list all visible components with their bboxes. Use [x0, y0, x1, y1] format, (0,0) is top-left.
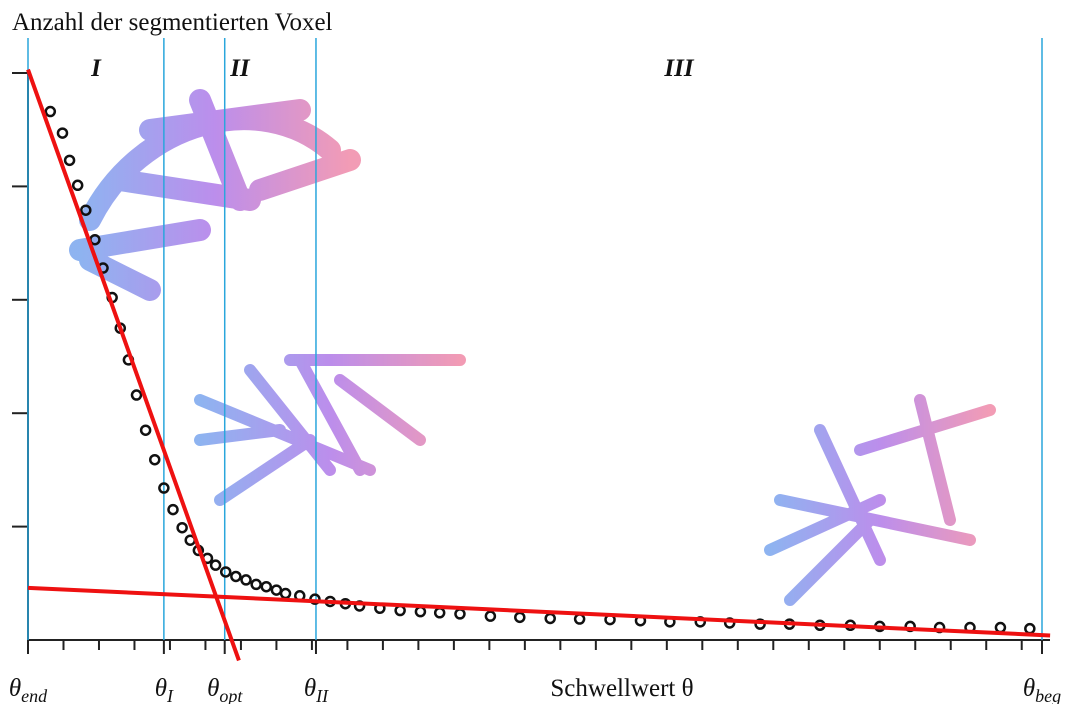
x-tick-label: θend [9, 675, 48, 704]
data-point [723, 617, 736, 629]
theta: θ [207, 675, 219, 702]
subscript: opt [219, 686, 243, 704]
region-label: II [229, 55, 251, 82]
x-tick-label: θopt [207, 675, 243, 704]
data-point [484, 610, 497, 622]
data-point [414, 605, 427, 618]
x-axis-label: Schwellwert θ [550, 675, 693, 702]
subscript: beg [1035, 686, 1061, 704]
data-point [63, 154, 76, 167]
region-label: III [663, 55, 694, 82]
data-point [454, 608, 466, 620]
x-tick-label: θbeg [1023, 675, 1061, 704]
data-point [1024, 622, 1036, 635]
data-point [167, 503, 179, 516]
data-point [176, 521, 188, 534]
theta: θ [9, 675, 21, 702]
data-point [56, 127, 69, 139]
subscript: II [315, 686, 329, 704]
data-point [260, 580, 273, 593]
data-point [433, 607, 446, 619]
data-point [80, 204, 92, 216]
tree-illustrations [69, 89, 996, 606]
region-label: I [90, 55, 102, 82]
theta: θ [304, 675, 316, 702]
fit-line [27, 585, 1051, 638]
data-point [130, 389, 143, 401]
data-point [270, 584, 283, 596]
x-tick-label: θI [155, 675, 174, 704]
data-point [149, 453, 161, 466]
subscript: end [21, 686, 48, 704]
theta: θ [155, 675, 167, 702]
data-point [573, 613, 586, 625]
data-point [394, 604, 406, 617]
chart-title: Anzahl der segmentierten Voxel [12, 9, 333, 36]
data-point [219, 566, 232, 578]
data-point [139, 424, 152, 436]
data-point [71, 179, 84, 192]
data-point [544, 612, 556, 625]
fit-line [26, 68, 241, 662]
data-point [230, 570, 242, 583]
data-point [44, 105, 57, 118]
x-tick-label: θII [304, 675, 329, 704]
subscript: I [166, 686, 174, 704]
data-point [994, 621, 1007, 634]
data-point [158, 482, 170, 494]
theta: θ [1023, 675, 1035, 702]
data-point [279, 587, 292, 600]
data-point [240, 574, 252, 586]
data-point [250, 578, 262, 591]
data-point [209, 559, 222, 571]
data-point [514, 611, 526, 624]
